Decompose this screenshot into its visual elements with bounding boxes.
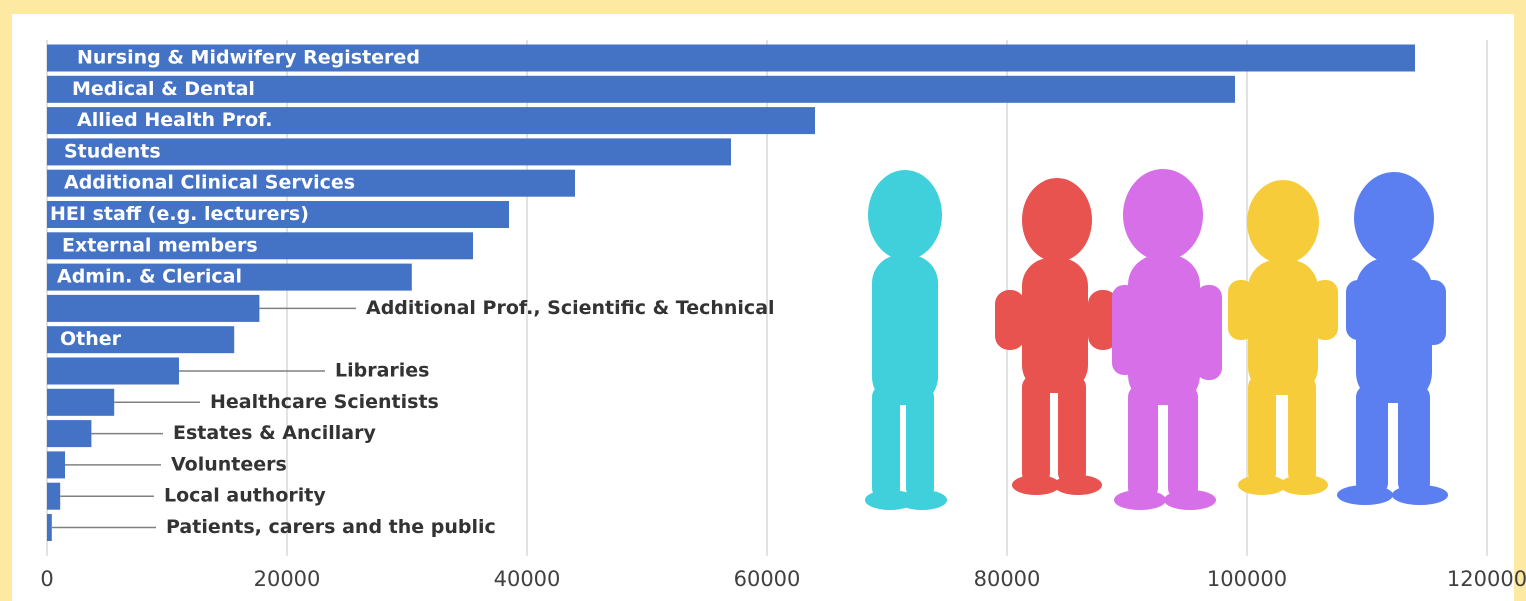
bar-label: Nursing & Midwifery Registered [77, 47, 420, 69]
x-tick-label: 80000 [974, 567, 1041, 591]
bar [47, 451, 65, 479]
bar-label: Patients, carers and the public [166, 516, 496, 538]
bar-label: Healthcare Scientists [210, 391, 439, 413]
bar-label: Additional Prof., Scientific & Technical [366, 297, 775, 319]
x-tick-label: 120000 [1447, 567, 1526, 591]
figure [865, 170, 947, 510]
bar-label: Additional Clinical Services [64, 172, 355, 194]
bar [47, 75, 1235, 103]
bar-label: Allied Health Prof. [77, 109, 272, 131]
bar [47, 138, 731, 166]
bar-label: Medical & Dental [72, 78, 255, 100]
bar [47, 420, 92, 448]
bar-label: Libraries [335, 360, 430, 382]
bar-label: External members [62, 234, 258, 256]
x-tick-label: 60000 [734, 567, 801, 591]
bar [47, 294, 260, 322]
bar-label: Admin. & Clerical [57, 266, 242, 288]
bar [47, 514, 52, 541]
bar [47, 232, 473, 260]
bar [47, 201, 509, 228]
bar-label: Other [60, 328, 122, 350]
bars: Nursing & Midwifery Registered Medical & … [47, 44, 1415, 541]
x-tick-label: 20000 [254, 567, 321, 591]
figure [1112, 169, 1222, 510]
x-tick-label: 0 [40, 567, 53, 591]
x-tick-label: 40000 [494, 567, 561, 591]
bar [47, 107, 815, 135]
people-illustration [865, 169, 1448, 510]
x-tick-label: 100000 [1207, 567, 1287, 591]
bar [47, 326, 235, 354]
bar [47, 357, 179, 385]
bar [47, 44, 1415, 72]
bar-label: HEI staff (e.g. lecturers) [50, 203, 309, 225]
bar-label: Volunteers [171, 453, 287, 475]
bar-label: Estates & Ancillary [173, 422, 376, 444]
bar-label: Local authority [164, 485, 326, 507]
figure [995, 178, 1118, 495]
figure [1337, 172, 1448, 505]
bar-label: Students [64, 140, 161, 162]
figure [1228, 180, 1338, 495]
bar [47, 388, 115, 416]
bar [47, 482, 61, 510]
bar [47, 169, 575, 197]
bar [47, 263, 412, 291]
